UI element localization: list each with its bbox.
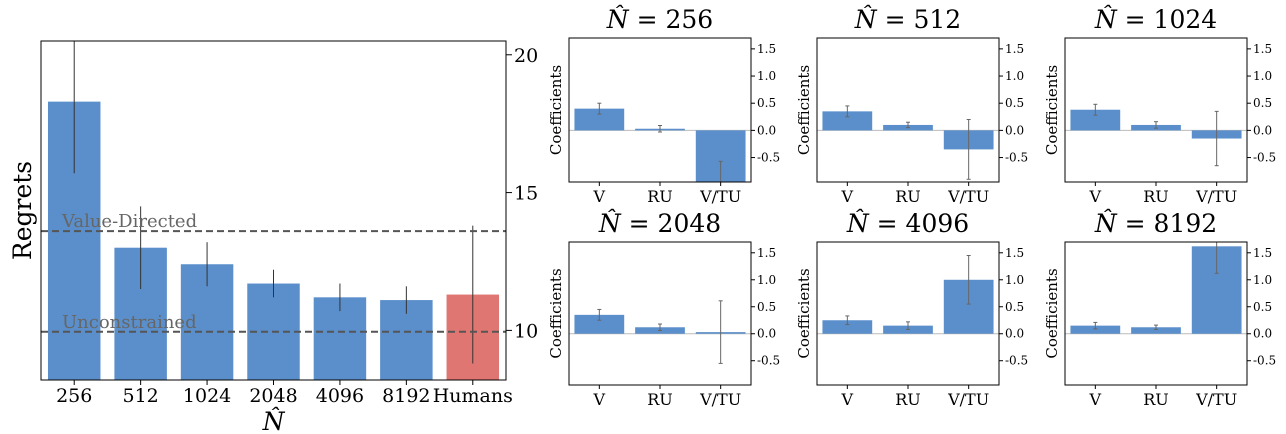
plot-frame (1064, 37, 1248, 183)
y-axis-label: Coefficients (547, 268, 565, 358)
y-axis-label: Coefficients (547, 65, 565, 155)
x-tick-label: 512 (123, 385, 159, 407)
y-tick-label: 0.5 (1253, 300, 1272, 314)
y-tick-label: 0.0 (757, 123, 776, 137)
x-tick-label: 4096 (316, 385, 364, 407)
y-tick-label: 20 (514, 45, 538, 67)
y-axis-label: Coefficients (1043, 65, 1061, 155)
y-tick-label: 1.0 (1253, 69, 1272, 83)
y-tick-label: 0.5 (1005, 300, 1024, 314)
x-tick-label: 1024 (183, 385, 231, 407)
y-tick-label: -0.5 (1253, 151, 1276, 165)
x-tick-label: 2048 (249, 385, 297, 407)
coefficient-chart: V RU V/TU -0.5 0.0 0.5 1.0 1.5 Coefficients N̂ = … (547, 209, 780, 409)
plot-frame (816, 241, 1000, 386)
y-tick-label: -0.5 (1253, 354, 1276, 368)
y-tick-label: 10 (514, 320, 538, 342)
plot-frame (1064, 241, 1248, 386)
x-tick-label: V/TU (1195, 390, 1237, 409)
coefficient-bar (822, 320, 873, 334)
coefficient-bar (574, 108, 625, 131)
chart-title: N̂ = 256 (606, 5, 713, 34)
y-tick-label: 0.5 (757, 300, 776, 314)
y-tick-label: 1.0 (1005, 69, 1024, 83)
x-tick-label: V (593, 187, 606, 206)
x-tick-label: V/TU (699, 187, 741, 206)
reference-line-label: Value-Directed (61, 211, 197, 232)
coefficient-chart: V RU V/TU -0.5 0.0 0.5 1.0 1.5 Coefficients N̂ = … (1043, 5, 1276, 206)
coefficient-chart: V RU V/TU -0.5 0.0 0.5 1.0 1.5 Coefficients N̂ = … (1043, 209, 1276, 409)
y-tick-label: 1.5 (757, 246, 776, 260)
y-tick-label: 1.5 (1253, 246, 1272, 260)
x-tick-label: RU (647, 187, 673, 206)
chart-title: N̂ = 1024 (1094, 5, 1217, 34)
x-tick-label: V (1089, 187, 1102, 206)
y-tick-label: 0.0 (1253, 123, 1272, 137)
y-tick-label: 15 (514, 183, 538, 205)
x-tick-label: V/TU (1195, 187, 1237, 206)
x-tick-label: RU (1143, 187, 1169, 206)
chart-title: N̂ = 4096 (846, 209, 969, 238)
coefficient-bar (822, 111, 873, 131)
plot-frame (568, 241, 752, 386)
coefficient-bar (574, 314, 625, 334)
y-tick-label: 1.0 (1005, 273, 1024, 287)
regret-chart: 256 512 1024 2048 4096 8192 Humans Value-Direct… (8, 40, 538, 434)
y-tick-label: 0.0 (1005, 327, 1024, 341)
y-tick-label: 1.5 (1005, 246, 1024, 260)
x-tick-label: RU (895, 390, 921, 409)
x-tick-label: RU (647, 390, 673, 409)
y-tick-label: 1.0 (757, 69, 776, 83)
x-tick-label: RU (1143, 390, 1169, 409)
x-tick-label: V (841, 390, 854, 409)
plot-frame (816, 37, 1000, 183)
plot-frame (568, 37, 752, 183)
x-tick-label: RU (895, 187, 921, 206)
y-tick-label: 0.0 (757, 327, 776, 341)
coefficient-bar (1070, 325, 1121, 334)
plot-frame (40, 40, 507, 381)
x-tick-label: Humans (433, 385, 513, 407)
x-tick-label: V (841, 187, 854, 206)
x-tick-label: V/TU (947, 390, 989, 409)
chart-title: N̂ = 512 (854, 5, 961, 34)
y-tick-label: -0.5 (1005, 151, 1028, 165)
coefficient-chart: V RU V/TU -0.5 0.0 0.5 1.0 1.5 Coefficients N̂ = … (795, 209, 1028, 409)
coefficient-chart: V RU V/TU -0.5 0.0 0.5 1.0 1.5 Coefficients N̂ = … (547, 5, 780, 206)
x-tick-label: V (593, 390, 606, 409)
reference-line-label: Unconstrained (62, 312, 197, 333)
y-tick-label: -0.5 (757, 151, 780, 165)
y-tick-label: 0.0 (1005, 123, 1024, 137)
y-axis-label: Coefficients (795, 65, 813, 155)
coefficient-bar (1070, 109, 1121, 131)
y-axis-label: Regrets (8, 161, 37, 260)
chart-title: N̂ = 8192 (1094, 209, 1217, 238)
x-tick-label: V/TU (699, 390, 741, 409)
y-tick-label: 1.0 (1253, 273, 1272, 287)
x-tick-label: V/TU (947, 187, 989, 206)
y-tick-label: 0.5 (1005, 96, 1024, 110)
x-tick-label: 256 (56, 385, 92, 407)
chart-title: N̂ = 2048 (598, 209, 721, 238)
x-tick-label: 8192 (382, 385, 430, 407)
y-tick-label: 1.5 (1005, 42, 1024, 56)
y-axis-label: Coefficients (1043, 268, 1061, 358)
y-tick-label: 0.5 (1253, 96, 1272, 110)
coefficient-chart: V RU V/TU -0.5 0.0 0.5 1.0 1.5 Coefficients N̂ = … (795, 5, 1028, 206)
y-tick-label: 0.0 (1253, 327, 1272, 341)
y-tick-label: 1.5 (757, 42, 776, 56)
y-tick-label: 1.5 (1253, 42, 1272, 56)
y-axis-label: Coefficients (795, 268, 813, 358)
y-tick-label: 0.5 (757, 96, 776, 110)
y-tick-label: -0.5 (1005, 354, 1028, 368)
x-axis-label: N̂ (262, 407, 286, 434)
y-tick-label: -0.5 (757, 354, 780, 368)
y-tick-label: 1.0 (757, 273, 776, 287)
x-tick-label: V (1089, 390, 1102, 409)
coefficient-bar (1131, 327, 1181, 334)
